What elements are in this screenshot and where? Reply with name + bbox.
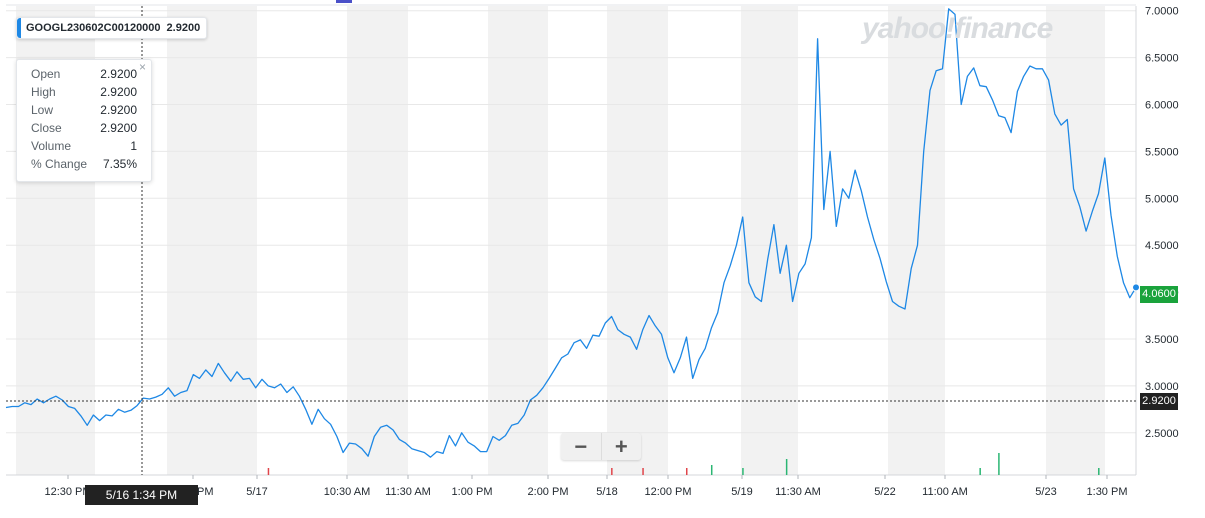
- volume-bar: [611, 468, 613, 475]
- tooltip-row-change: % Change 7.35%: [31, 157, 137, 175]
- tooltip-label: Volume: [31, 139, 72, 153]
- session-shade: [888, 6, 945, 475]
- series-legend[interactable]: GOOGL230602C00120000 2.9200: [16, 17, 208, 39]
- volume-bar: [685, 468, 688, 475]
- last-point-marker: [1132, 283, 1140, 292]
- tooltip-row-open: Open 2.9200: [31, 67, 137, 85]
- x-tick-label: 5/23: [1035, 486, 1056, 498]
- crosshair-price-tag: 2.9200: [1140, 393, 1178, 410]
- tooltip-row-high: High 2.9200: [31, 85, 137, 103]
- zoom-out-button[interactable]: −: [574, 433, 588, 459]
- ohlc-tooltip: × Open 2.9200 High 2.9200 Low 2.9200 Clo…: [16, 59, 152, 182]
- tooltip-value: 2.9200: [100, 67, 137, 81]
- legend-symbol: GOOGL230602C00120000: [26, 22, 161, 34]
- tooltip-label: Close: [31, 121, 62, 135]
- x-tick-label: 5/22: [874, 486, 895, 498]
- tooltip-value: 2.9200: [100, 103, 137, 117]
- zoom-in-button[interactable]: +: [600, 433, 642, 460]
- y-tick-label: 6.5000: [1145, 53, 1179, 65]
- price-line-series: [5, 8, 1137, 458]
- volume-bar: [742, 468, 744, 475]
- y-tick-label: 2.5000: [1145, 428, 1179, 440]
- session-shade: [1046, 6, 1105, 475]
- legend-price: 2.9200: [166, 22, 201, 34]
- tooltip-value: 1: [130, 139, 137, 153]
- x-tick-label: 11:30 AM: [385, 486, 431, 498]
- tooltip-row-low: Low 2.9200: [31, 103, 137, 121]
- tooltip-label: High: [31, 85, 56, 99]
- volume-bar: [710, 465, 713, 475]
- volume-bar: [785, 459, 788, 475]
- tooltip-label: Open: [31, 67, 61, 81]
- x-tick-label: 5/17: [246, 486, 267, 498]
- zoom-controls: − +: [561, 433, 641, 460]
- crosshair-time-label: 5/16 1:34 PM: [85, 485, 198, 505]
- volume-bar: [979, 468, 981, 475]
- series-color-swatch: [17, 18, 21, 38]
- x-tick-label: 12:00 PM: [644, 486, 691, 498]
- x-tick-label: 2:00 PM: [528, 486, 569, 498]
- x-tick-label: 11:00 AM: [922, 486, 968, 498]
- tooltip-value: 2.9200: [100, 85, 137, 99]
- session-shade: [741, 6, 798, 475]
- x-tick-label: 5/19: [731, 486, 752, 498]
- tooltip-label: Low: [31, 103, 54, 117]
- session-shade: [488, 6, 548, 475]
- session-shade: [607, 6, 668, 475]
- close-icon[interactable]: ×: [138, 60, 146, 74]
- brand-watermark: yahoo!finance: [862, 12, 1053, 45]
- y-tick-label: 5.5000: [1145, 146, 1179, 158]
- x-tick-label: 1:00 PM: [452, 486, 493, 498]
- tooltip-label: % Change: [31, 157, 88, 171]
- tooltip-value: 2.9200: [100, 121, 137, 135]
- volume-bar: [642, 468, 644, 475]
- y-tick-label: 7.0000: [1145, 6, 1179, 18]
- x-tick-label: 1:30 PM: [1087, 486, 1128, 498]
- y-tick-label: 6.0000: [1145, 99, 1179, 111]
- session-shade: [167, 6, 257, 475]
- x-tick-label: 10:30 AM: [324, 486, 370, 498]
- last-price-tag: 4.0600: [1140, 286, 1178, 303]
- y-tick-label: 3.0000: [1145, 381, 1179, 393]
- volume-bar: [267, 468, 270, 475]
- tooltip-row-close: Close 2.9200: [31, 121, 137, 139]
- x-tick-label: 12:30 PM: [44, 486, 91, 498]
- y-tick-label: 5.0000: [1145, 193, 1179, 205]
- tooltip-row-volume: Volume 1: [31, 139, 137, 157]
- volume-bar: [1098, 468, 1100, 475]
- y-tick-label: 4.5000: [1145, 240, 1179, 252]
- y-tick-label: 3.5000: [1145, 334, 1179, 346]
- volume-bar: [998, 453, 1000, 475]
- session-shade: [347, 6, 408, 475]
- x-tick-label: 5/18: [596, 486, 617, 498]
- tooltip-value: 7.35%: [102, 157, 137, 171]
- x-tick-label: 11:30 AM: [775, 486, 821, 498]
- top-accent-marker: [336, 0, 352, 3]
